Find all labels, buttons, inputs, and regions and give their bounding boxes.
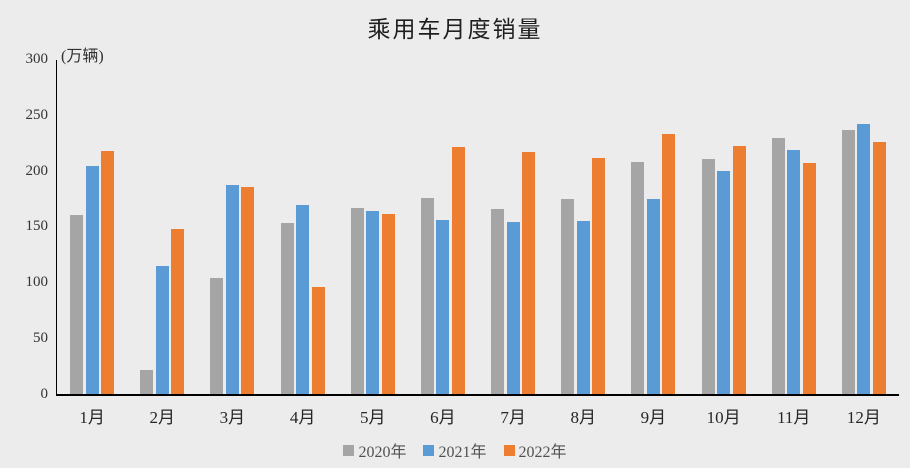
legend-swatch-icon <box>503 444 515 456</box>
bar-2020年-1月 <box>70 214 84 395</box>
chart-title: 乘用车月度销量 <box>367 17 543 42</box>
legend-item-2022年: 2022年 <box>503 438 567 462</box>
bar-2022年-12月 <box>872 142 886 395</box>
bar-2021年-2月 <box>155 265 169 395</box>
x-axis-label: 5月 <box>360 408 386 427</box>
y-tick-label: 250 <box>25 106 49 123</box>
bar-2022年-11月 <box>802 163 816 395</box>
bar-2022年-3月 <box>241 186 255 395</box>
bar-2021年-11月 <box>787 150 801 395</box>
x-axis-label: 3月 <box>219 408 246 427</box>
bar-2020年-6月 <box>420 197 434 395</box>
bar-2021年-4月 <box>296 204 310 395</box>
legend: 2020年 2021年 2022年 <box>0 438 910 462</box>
bar-2020年-4月 <box>280 223 294 395</box>
x-axis-label: 8月 <box>570 408 597 427</box>
legend-label: 2020年 <box>358 444 407 461</box>
legend-swatch-icon <box>423 444 435 456</box>
bar-2021年-7月 <box>506 221 520 395</box>
bar-2022年-8月 <box>592 157 606 395</box>
bar-2022年-2月 <box>171 228 185 395</box>
bar-2022年-9月 <box>662 134 676 395</box>
x-axis-label: 12月 <box>846 408 881 427</box>
bar-2022年-4月 <box>311 286 325 395</box>
bar-2022年-7月 <box>522 152 536 395</box>
bar-2020年-9月 <box>631 161 645 395</box>
y-tick-label: 300 <box>25 51 49 67</box>
bar-2022年-10月 <box>732 145 746 395</box>
bar-2020年-5月 <box>350 207 364 395</box>
x-axis-label: 7月 <box>500 408 526 427</box>
y-axis-line <box>56 60 57 395</box>
bar-2021年-9月 <box>646 199 660 395</box>
bar-2020年-8月 <box>561 198 575 395</box>
bar-2020年-3月 <box>210 277 224 395</box>
y-tick-label: 200 <box>25 162 49 179</box>
bar-2020年-2月 <box>140 369 154 395</box>
legend-swatch-icon <box>343 444 355 456</box>
y-tick-label: 0 <box>40 385 49 402</box>
bar-2021年-8月 <box>576 221 590 395</box>
bar-2022年-1月 <box>101 150 115 395</box>
y-axis-unit-label: (万辆) <box>61 48 104 65</box>
x-axis-label: 11月 <box>777 408 811 427</box>
bar-2021年-1月 <box>85 166 99 395</box>
bar-2021年-6月 <box>436 219 450 395</box>
legend-item-2021年: 2021年 <box>423 438 487 462</box>
legend-label: 2022年 <box>518 444 567 461</box>
x-axis-label: 2月 <box>149 408 176 427</box>
bar-2021年-3月 <box>225 185 239 395</box>
legend-label: 2021年 <box>438 444 487 461</box>
bar-2022年-6月 <box>451 146 465 395</box>
bar-2022年-5月 <box>381 213 395 395</box>
x-axis-label: 1月 <box>79 408 105 427</box>
x-axis-label: 4月 <box>289 408 316 427</box>
x-axis-label: 9月 <box>640 408 667 427</box>
bar-2020年-10月 <box>701 159 715 395</box>
y-tick-label: 50 <box>33 329 48 346</box>
bar-2021年-10月 <box>717 171 731 395</box>
x-axis-label: 10月 <box>706 408 741 427</box>
y-tick-label: 150 <box>25 218 49 235</box>
bar-2020年-11月 <box>771 138 785 395</box>
y-tick-label: 100 <box>25 274 49 290</box>
bar-2021年-12月 <box>857 124 871 395</box>
x-axis-label: 6月 <box>430 408 456 427</box>
bar-2020年-12月 <box>841 129 855 395</box>
bar-2021年-5月 <box>366 210 380 395</box>
x-axis-line <box>56 393 899 396</box>
legend-item-2020年: 2020年 <box>343 438 406 462</box>
bar-2020年-7月 <box>491 208 505 395</box>
